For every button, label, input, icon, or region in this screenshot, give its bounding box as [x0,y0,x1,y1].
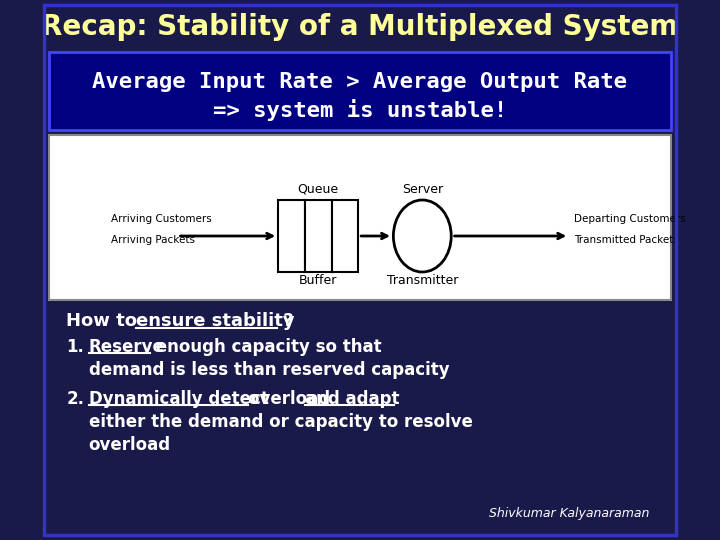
Text: 1.: 1. [66,338,84,356]
Text: demand is less than reserved capacity: demand is less than reserved capacity [89,361,449,379]
Bar [48,135,672,300]
Bar [331,200,359,272]
Text: Shivkumar Kalyanaraman: Shivkumar Kalyanaraman [489,507,649,520]
Text: Transmitted Packets: Transmitted Packets [574,235,678,245]
Text: either the demand or capacity to resolve: either the demand or capacity to resolve [89,413,472,431]
Text: ensure stability: ensure stability [136,312,294,330]
Ellipse shape [393,200,451,272]
Bar [48,52,672,130]
Text: ?: ? [277,312,294,330]
Bar [278,200,305,272]
Text: and adapt: and adapt [305,390,400,408]
Text: overload: overload [248,390,336,408]
Text: Arriving Packets: Arriving Packets [111,235,195,245]
Text: Arriving Customers: Arriving Customers [111,214,212,224]
Text: Server: Server [402,183,443,196]
Text: overload: overload [89,436,171,454]
Text: 2.: 2. [66,390,84,408]
Text: Average Input Rate > Average Output Rate: Average Input Rate > Average Output Rate [92,72,628,92]
Text: Dynamically detect: Dynamically detect [89,390,274,408]
Text: Recap: Stability of a Multiplexed System: Recap: Stability of a Multiplexed System [41,13,679,41]
Text: Queue: Queue [297,183,338,196]
Text: Transmitter: Transmitter [387,274,458,287]
Text: Departing Customers: Departing Customers [574,214,685,224]
Text: enough capacity so that: enough capacity so that [150,338,382,356]
Text: How to: How to [66,312,143,330]
Text: => system is unstable!: => system is unstable! [213,99,507,121]
Bar [305,200,331,272]
Text: Reserve: Reserve [89,338,164,356]
Text: Buffer: Buffer [299,274,338,287]
